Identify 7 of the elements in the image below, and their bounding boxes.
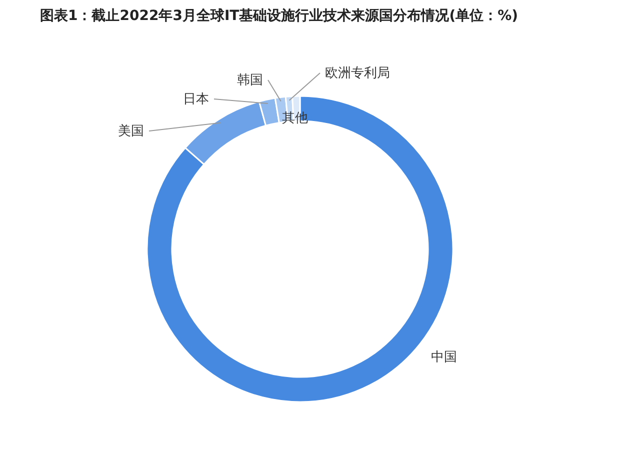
slice-label: 韩国 xyxy=(237,73,263,88)
slice-label: 美国 xyxy=(118,123,144,139)
slice-label: 中国 xyxy=(431,350,457,365)
slice-label: 日本 xyxy=(183,92,209,107)
chart-title: 图表1：截止2022年3月全球IT基础设施行业技术来源国分布情况(单位：%) xyxy=(40,8,518,24)
slice-label: 其他 xyxy=(282,111,308,126)
slice-label: 欧洲专利局 xyxy=(325,66,390,81)
